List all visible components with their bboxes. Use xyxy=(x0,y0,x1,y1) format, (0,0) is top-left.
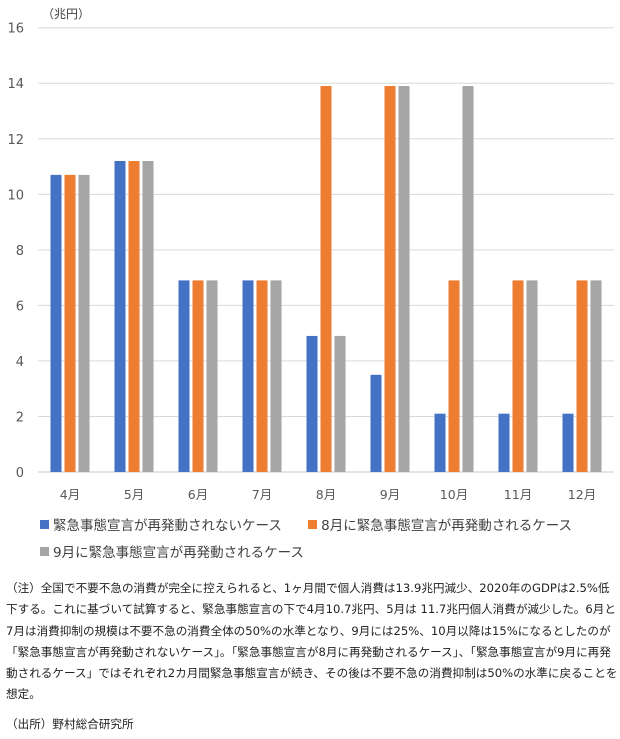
bar xyxy=(384,86,396,472)
legend-label: 8月に緊急事態宣言が再発動されるケース xyxy=(321,518,573,534)
bar xyxy=(50,174,62,472)
y-tick-label: 4 xyxy=(16,355,24,370)
bar xyxy=(562,413,574,472)
legend-row-2: 9月に緊急事態宣言が再発動されるケース xyxy=(40,541,326,561)
bar xyxy=(462,86,474,472)
source-note: （出所）野村総合研究所 xyxy=(6,717,134,731)
x-tick-label: 4月 xyxy=(60,487,80,502)
y-tick-label: 12 xyxy=(7,133,24,148)
legend-label: 緊急事態宣言が再発動されないケース xyxy=(53,518,282,534)
y-tick-label: 10 xyxy=(7,188,24,203)
legend-swatch-gray xyxy=(40,546,49,556)
bar xyxy=(78,174,90,472)
x-tick-label: 9月 xyxy=(380,487,400,502)
bar xyxy=(434,413,446,472)
bar xyxy=(178,280,190,472)
x-tick-label: 7月 xyxy=(252,487,272,502)
bar xyxy=(206,280,218,472)
bar xyxy=(526,280,538,472)
legend-item-no-reissue: 緊急事態宣言が再発動されないケース xyxy=(40,514,282,534)
bar xyxy=(370,374,382,472)
bar xyxy=(114,160,126,473)
bar xyxy=(256,280,268,472)
y-tick-label: 14 xyxy=(7,77,24,92)
x-tick-label: 8月 xyxy=(316,487,336,502)
notes: （注）全国で不要不急の消費が完全に控えられると、1ヶ月間で個人消費は13.9兆円… xyxy=(6,578,618,706)
legend-row-1: 緊急事態宣言が再発動されないケース 8月に緊急事態宣言が再発動されるケース xyxy=(40,514,594,534)
y-tick-label: 6 xyxy=(16,299,24,314)
legend-label: 9月に緊急事態宣言が再発動されるケース xyxy=(53,545,304,561)
bar xyxy=(128,160,140,473)
bar xyxy=(270,280,282,472)
x-tick-label: 6月 xyxy=(188,487,208,502)
note-paragraph: （注）全国で不要不急の消費が完全に控えられると、1ヶ月間で個人消費は13.9兆円… xyxy=(6,581,618,702)
y-axis-unit-label: （兆円） xyxy=(42,7,91,21)
bar xyxy=(334,335,346,472)
legend-swatch-orange xyxy=(308,519,318,529)
bar xyxy=(512,280,524,472)
y-tick-label: 0 xyxy=(16,466,24,481)
y-tick-label: 8 xyxy=(16,244,24,259)
bar xyxy=(192,280,204,472)
x-tick-label: 10月 xyxy=(440,487,468,502)
bar xyxy=(498,413,510,472)
legend-item-august-reissue: 8月に緊急事態宣言が再発動されるケース xyxy=(308,514,572,534)
bar xyxy=(242,280,254,472)
bar xyxy=(64,174,76,472)
legend-swatch-blue xyxy=(40,519,49,529)
x-tick-label: 11月 xyxy=(504,487,532,502)
y-tick-label: 2 xyxy=(16,410,24,425)
bar xyxy=(320,86,332,472)
x-tick-label: 5月 xyxy=(124,487,144,502)
bar xyxy=(142,160,154,473)
bar xyxy=(398,86,410,472)
x-tick-label: 12月 xyxy=(568,487,596,502)
bar xyxy=(576,280,588,472)
bar-chart: 0 2 4 6 8 10 12 14 16 4月 5月 6月 7月 8月 9月 10月 11月 12月 xyxy=(7,22,614,502)
bar xyxy=(590,280,602,472)
bar xyxy=(448,280,460,472)
legend-item-september-reissue: 9月に緊急事態宣言が再発動されるケース xyxy=(40,541,304,561)
y-tick-label: 16 xyxy=(7,22,24,37)
bar xyxy=(306,335,318,472)
